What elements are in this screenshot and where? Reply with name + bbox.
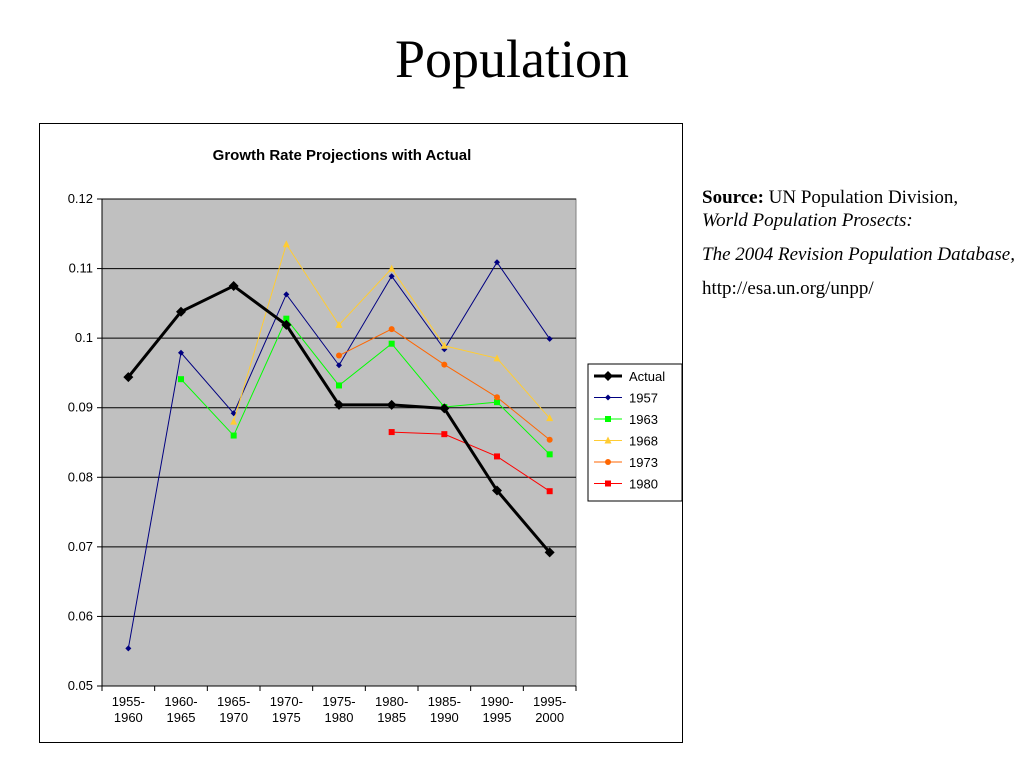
source-url[interactable]: http://esa.un.org/unpp/	[702, 278, 874, 299]
data-point-Actual	[386, 399, 397, 410]
data-point-1980	[388, 429, 395, 436]
series-line-1963	[180, 317, 551, 455]
y-tick-label: 0.06	[68, 608, 93, 623]
data-point-1963	[178, 376, 184, 383]
source-edition: The 2004 Revision Population Database,	[702, 244, 1015, 265]
data-point-1957	[494, 259, 500, 266]
y-tick-label: 0.1	[75, 330, 93, 345]
x-tick-label: 1965-1970	[217, 694, 250, 725]
legend-label-1980: 1980	[629, 477, 658, 492]
source-label: Source:	[702, 187, 764, 208]
data-point-1980	[441, 431, 448, 438]
data-point-1957	[336, 362, 342, 369]
chart-frame: Growth Rate Projections with Actual 0.05 0…	[39, 123, 683, 743]
x-tick-label: 1975-1980	[322, 694, 355, 725]
y-tick-label: 0.09	[68, 400, 93, 415]
series-line-1980	[391, 431, 550, 492]
data-point-Actual	[492, 485, 502, 496]
x-tick-label: 1955-1960	[112, 694, 145, 725]
chart-title: Growth Rate Projections with Actual	[213, 147, 472, 164]
legend-label-1968: 1968	[629, 434, 658, 449]
y-tick-label: 0.11	[69, 261, 93, 276]
data-point-1968	[388, 264, 396, 272]
data-point-1973	[494, 394, 500, 401]
data-point-1968	[493, 354, 501, 362]
y-tick-label: 0.07	[68, 539, 93, 554]
data-point-1968	[335, 320, 343, 328]
slide-title: Population	[394, 29, 629, 89]
data-point-1963	[546, 451, 553, 458]
x-tick-label: 1960-1965	[164, 694, 197, 725]
data-point-Actual	[123, 372, 134, 383]
data-point-1973	[388, 326, 395, 333]
data-point-1968	[282, 240, 290, 248]
data-point-1973	[441, 361, 448, 368]
legend-marker-1973	[605, 459, 611, 465]
legend-marker-1957	[605, 394, 611, 401]
data-point-1957	[546, 335, 553, 342]
source-publication: World Population Prosects:	[702, 210, 913, 231]
data-point-1973	[546, 436, 553, 443]
x-tick-label: 1985-1990	[428, 694, 461, 725]
data-point-1980	[494, 453, 500, 460]
y-tick-label: 0.08	[68, 469, 93, 484]
data-point-1957	[178, 349, 184, 356]
data-point-1957	[388, 273, 395, 280]
source-block: Source: UN Population Division, World Po…	[702, 186, 1018, 311]
data-point-1968	[440, 341, 448, 349]
y-tick-label: 0.12	[68, 191, 93, 206]
data-point-1980	[546, 488, 553, 495]
line-chart: Growth Rate Projections with Actual 0.05 0…	[68, 147, 682, 725]
data-point-1963	[230, 432, 237, 439]
legend-box	[587, 363, 682, 502]
data-point-1957	[230, 410, 237, 417]
data-point-Actual	[176, 306, 186, 317]
legend-marker-1968	[604, 436, 612, 444]
x-tick-label: 1980-1985	[375, 694, 408, 725]
data-point-Actual	[544, 547, 555, 558]
data-point-1973	[336, 352, 342, 359]
data-point-1963	[388, 340, 395, 347]
legend-label-Actual: Actual	[629, 369, 665, 384]
plot-area	[101, 198, 577, 687]
y-tick-label: 0.05	[68, 678, 93, 693]
x-tick-label: 1990-1995	[480, 694, 513, 725]
legend-label-1973: 1973	[629, 455, 658, 470]
data-point-Actual	[334, 399, 344, 410]
data-point-1963	[283, 315, 290, 322]
legend-label-1963: 1963	[629, 412, 658, 427]
data-point-Actual	[228, 280, 239, 291]
x-tick-label: 1995-2000	[533, 694, 566, 725]
legend-marker-1963	[605, 416, 611, 422]
data-point-1963	[494, 399, 500, 406]
data-point-1957	[283, 291, 290, 298]
data-point-1968	[230, 417, 238, 425]
data-point-1957	[125, 645, 132, 652]
x-tick-label: 1970-1975	[270, 694, 303, 725]
legend-marker-1980	[605, 480, 611, 487]
data-point-1968	[546, 414, 554, 422]
legend-label-1957: 1957	[629, 391, 658, 406]
data-point-Actual	[281, 319, 292, 330]
data-point-1963	[336, 382, 342, 389]
source-org: UN Population Division,	[768, 187, 959, 208]
legend-marker-Actual	[603, 371, 613, 381]
data-point-Actual	[439, 403, 450, 414]
